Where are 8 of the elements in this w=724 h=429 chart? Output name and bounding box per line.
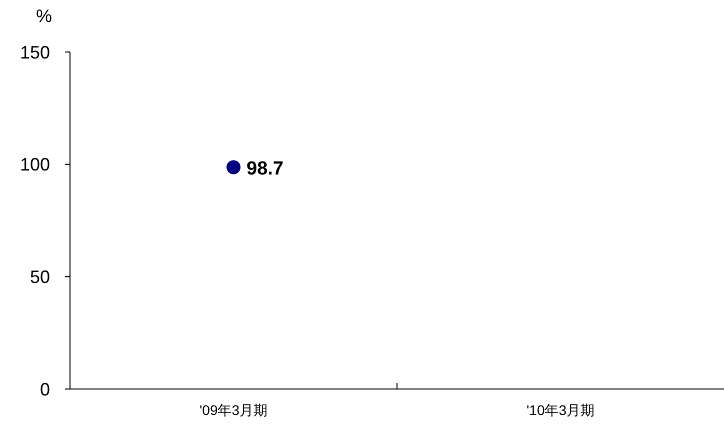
x-tick-label: '10年3月期 [526,402,595,418]
data-label: 98.7 [246,158,284,180]
y-tick-label: 150 [20,42,50,62]
y-tick-label: 0 [40,379,50,400]
y-axis-title: % [36,6,52,26]
x-tick-label: '09年3月期 [199,402,268,418]
y-tick-label: 50 [30,266,50,287]
y-tick-label: 100 [20,154,50,175]
